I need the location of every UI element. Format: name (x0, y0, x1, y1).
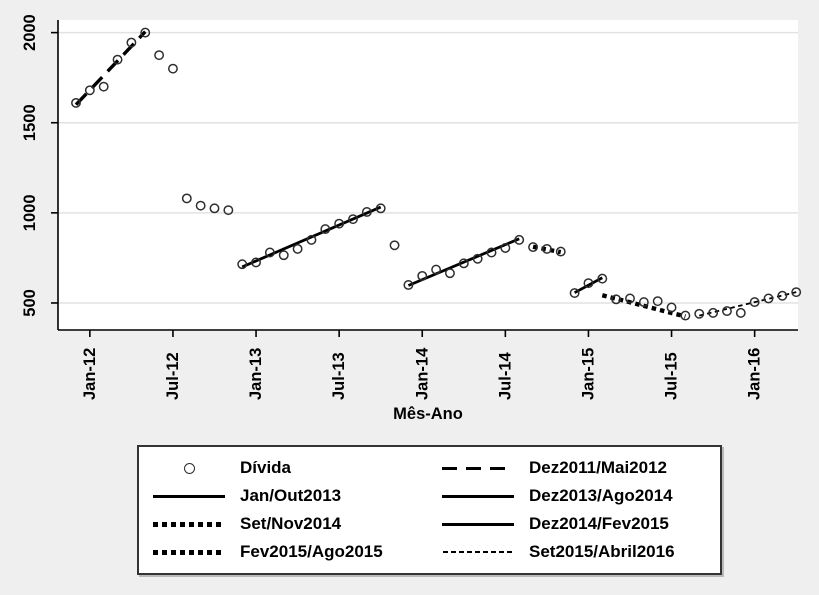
data-point-marker (458, 258, 469, 269)
data-point-marker (500, 243, 511, 253)
thickdot-line-icon (153, 521, 225, 527)
solid-line-icon (442, 494, 514, 498)
x-tick-label: Jan-15 (579, 348, 597, 400)
data-point-marker (638, 297, 649, 308)
data-point-marker (98, 81, 109, 92)
data-point-marker (431, 264, 442, 275)
legend-label: Set/Nov2014 (240, 514, 342, 533)
fit-line-set2015-abril2016 (699, 291, 797, 317)
data-point-marker (763, 293, 774, 304)
data-point-marker (126, 37, 137, 48)
y-tick-label: 500 (21, 289, 39, 317)
data-point-marker (777, 290, 788, 301)
data-point-marker (555, 246, 566, 257)
x-tick-label: Jan-14 (413, 347, 431, 400)
x-tick-label: Jan-12 (81, 348, 99, 400)
legend-label: Dez2013/Ago2014 (529, 486, 673, 505)
legend-sample-dez2014-fev2015 (442, 514, 514, 534)
legend-sample-set2015-abril2016 (442, 542, 514, 562)
legend-sample-dez2011-mai2012 (442, 458, 514, 478)
x-tick-label: Jul-14 (496, 351, 514, 400)
data-point-marker (237, 259, 248, 270)
data-point-marker (168, 63, 178, 74)
legend-label: Dívida (240, 458, 292, 477)
legend-label: Fev2015/Ago2015 (240, 542, 383, 561)
data-point-marker (223, 205, 234, 216)
legend-label: Set2015/Abril2016 (529, 542, 675, 561)
data-point-marker (652, 296, 663, 307)
data-point-marker (569, 288, 580, 299)
data-point-marker (708, 307, 719, 318)
data-point-marker (735, 307, 746, 318)
data-point-marker (694, 308, 705, 319)
solid-line-icon (153, 494, 225, 498)
data-point-marker (597, 273, 608, 284)
data-point-marker (84, 85, 95, 96)
data-point-marker (264, 247, 275, 258)
finedash-line-icon (443, 551, 513, 553)
longdash-line-icon (442, 466, 514, 470)
x-tick-label: Jul-13 (330, 352, 348, 400)
data-point-marker (541, 243, 552, 254)
x-tick-label: Jan-16 (746, 348, 764, 400)
legend-sample-dez2013-ago2014 (442, 486, 514, 506)
legend-sample-jan-out2013 (153, 486, 225, 506)
data-point-marker (361, 206, 372, 217)
data-point-marker (666, 302, 677, 313)
legend-sample-set-nov2014 (153, 514, 225, 534)
data-point-marker (625, 293, 635, 304)
data-point-marker (417, 270, 428, 281)
legend-sample-d-vida (153, 458, 225, 478)
data-point-marker (292, 243, 303, 254)
data-point-marker (71, 97, 81, 108)
data-point-marker (472, 253, 483, 264)
legend-label: Dez2011/Mai2012 (529, 458, 667, 477)
data-point-marker (791, 287, 802, 298)
data-point-marker (320, 224, 331, 235)
data-point-marker (251, 257, 261, 268)
data-point-marker (445, 268, 455, 279)
data-point-marker (348, 214, 358, 225)
data-point-marker (154, 50, 165, 61)
data-point-marker (195, 200, 206, 211)
data-point-marker (306, 234, 317, 245)
data-point-marker (528, 242, 538, 253)
fit-line-jan-out2013 (241, 205, 382, 269)
data-point-marker (181, 193, 192, 204)
chart-legend: Dívida Dez2011/Mai2012 Jan/Out2013 Dez2013/… (137, 445, 722, 575)
data-point-marker (278, 250, 289, 261)
data-point-marker (334, 218, 345, 229)
data-point-marker (486, 247, 497, 258)
x-tick-label: Jul-12 (164, 352, 182, 400)
scatter-plot: 500 1000 1500 2000 Jan-12 Jul-12 Jan-13 Jul-13 J… (21, 14, 802, 423)
data-point-marker (389, 240, 400, 251)
data-point-marker (722, 306, 732, 317)
data-point-marker (209, 203, 220, 214)
x-tick-label: Jul-15 (663, 352, 681, 400)
legend-sample-fev2015-ago2015 (153, 542, 225, 562)
data-point-marker (611, 294, 622, 305)
thickdot-line-icon (153, 549, 225, 555)
x-axis-title: Mês-Ano (393, 405, 463, 423)
data-point-marker (112, 54, 123, 65)
data-point-marker (375, 203, 386, 214)
legend-label: Jan/Out2013 (240, 486, 342, 505)
y-tick-label: 1500 (21, 104, 39, 141)
y-tick-label: 1000 (21, 194, 39, 231)
fit-line-dez2011-mai2012 (74, 30, 147, 106)
x-tick-label: Jan-13 (247, 348, 265, 400)
data-point-marker (140, 27, 151, 38)
solid-line-icon (442, 522, 514, 526)
data-point-marker (749, 297, 760, 308)
y-tick-label: 2000 (21, 14, 39, 51)
data-point-marker (583, 278, 594, 289)
data-point-marker (680, 310, 691, 321)
legend-label: Dez2014/Fev2015 (529, 514, 669, 533)
data-point-marker (514, 234, 525, 245)
data-point-marker (403, 279, 414, 290)
hollow-circle-marker-icon (183, 462, 195, 474)
